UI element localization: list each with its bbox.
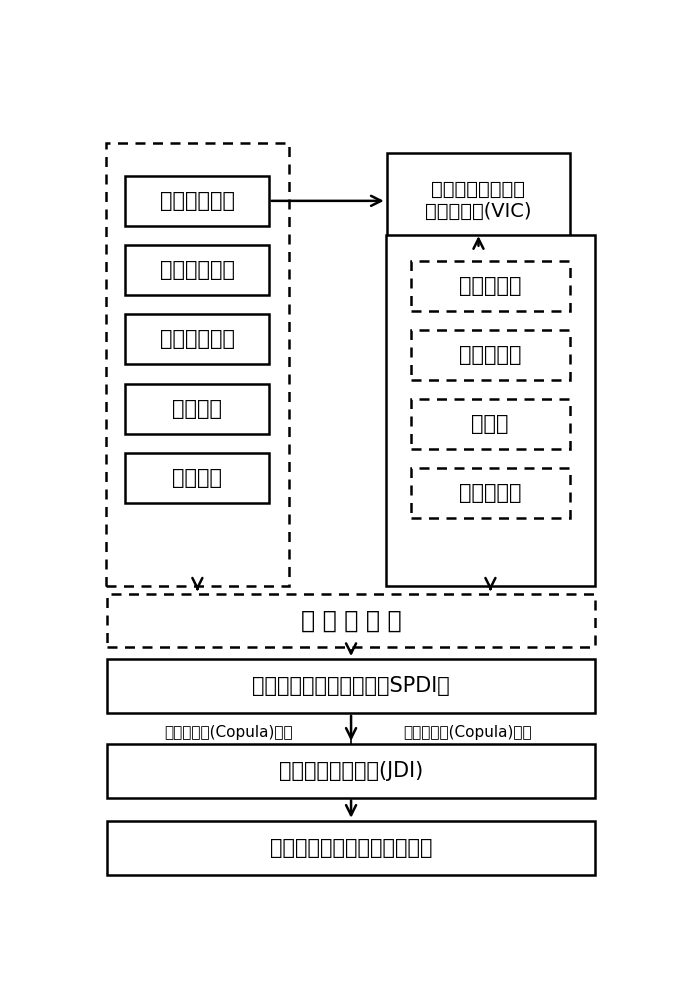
Text: 标 准 化 处 理: 标 准 化 处 理 <box>301 608 401 633</box>
Bar <box>125 176 269 226</box>
Text: 实际蕲散发: 实际蕲散发 <box>459 276 521 296</box>
Text: 联合水分产缺指数(JDI): 联合水分产缺指数(JDI) <box>279 761 423 781</box>
Bar <box>107 659 595 713</box>
Text: 植被数据: 植被数据 <box>172 399 222 419</box>
Bar <box>125 384 269 434</box>
Text: 土壤数据: 土壤数据 <box>172 468 222 488</box>
Text: 参数卡普拉(Copula)函数: 参数卡普拉(Copula)函数 <box>403 725 532 740</box>
Text: 水文气象数据: 水文气象数据 <box>160 191 234 211</box>
Bar <box>125 453 269 503</box>
Bar <box>107 821 595 875</box>
Bar <box>105 143 289 586</box>
Bar <box>410 261 570 311</box>
Text: 径流深: 径流深 <box>471 414 509 434</box>
Bar <box>107 594 595 647</box>
Text: 干旱等级划分标准与综合评估: 干旱等级划分标准与综合评估 <box>270 838 432 858</box>
Text: 数字高程数据: 数字高程数据 <box>160 260 234 280</box>
Bar <box>410 330 570 380</box>
Text: 土壤含水量: 土壤含水量 <box>459 483 521 503</box>
Text: 经验卡普拉(Copula)函数: 经验卡普拉(Copula)函数 <box>164 725 293 740</box>
Bar <box>107 744 595 798</box>
Bar <box>387 153 570 249</box>
Text: 土地利用数据: 土地利用数据 <box>160 329 234 349</box>
Bar <box>125 314 269 364</box>
Bar <box>125 245 269 295</box>
Text: 可变下渗容量分布
式水文模型(VIC): 可变下渗容量分布 式水文模型(VIC) <box>425 180 532 221</box>
Bar <box>386 235 595 586</box>
Text: 标准化帕尔默干旱指数（SPDI）: 标准化帕尔默干旱指数（SPDI） <box>252 676 450 696</box>
Bar <box>410 468 570 518</box>
Bar <box>410 399 570 449</box>
Text: 潜在蕲散发: 潜在蕲散发 <box>459 345 521 365</box>
